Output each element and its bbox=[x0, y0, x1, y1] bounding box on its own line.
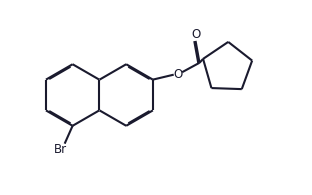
Text: O: O bbox=[173, 68, 182, 81]
Text: Br: Br bbox=[54, 143, 67, 156]
Text: O: O bbox=[191, 28, 200, 42]
